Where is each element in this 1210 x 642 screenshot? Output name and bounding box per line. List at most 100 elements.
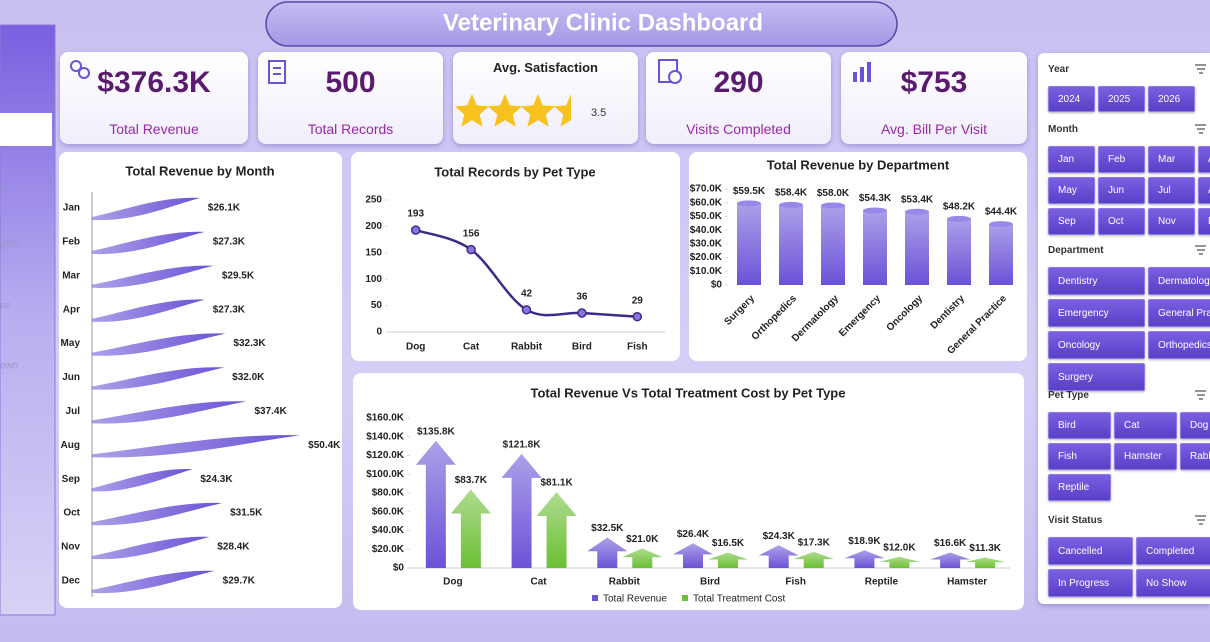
slicer-button[interactable]: No Show [1136,569,1210,597]
slicer-button[interactable]: Jul [1148,177,1195,204]
legend-label: Total Revenue [603,594,667,605]
arrow-bar [673,543,713,568]
slicer-button[interactable]: Cancelled [1048,537,1133,565]
slicer-button[interactable]: Nov [1148,208,1195,235]
star [553,94,571,127]
sidebar-item: own [0,361,18,372]
y-tick-label: $140.0K [366,431,405,442]
data-label: $32.3K [233,338,266,349]
slicer-button[interactable]: Rabbit [1180,443,1210,470]
slicer-button[interactable]: General Practice [1148,299,1210,327]
y-tick-label: $160.0K [366,413,405,424]
y-tick-label: Aug [61,440,80,451]
point [577,308,587,318]
star [520,94,556,127]
cylinder-cap [905,208,929,215]
slicer-button[interactable]: Dermatology [1148,267,1210,295]
slicer-button[interactable]: Jun [1098,177,1145,204]
y-tick-label: $0 [393,563,405,574]
slicer-button[interactable]: Oncology [1048,331,1145,359]
data-label: $24.3K [200,474,233,485]
slicer-button[interactable]: Dec [1198,208,1210,235]
slicer-button[interactable]: Dentistry [1048,267,1145,295]
slicer-button[interactable]: Jan [1048,146,1095,173]
cylinder-bar [863,210,887,285]
slicer-button[interactable]: Orthopedics [1148,331,1210,359]
y-tick-label: 100 [365,274,382,285]
slicer-button[interactable]: Bird [1048,412,1111,439]
cylinder-bar [905,211,929,285]
chart-frame [351,152,680,361]
data-label: $17.3K [798,537,831,548]
clear-filter-icon[interactable] [1194,63,1210,77]
y-tick-label: $20.0K [690,252,723,263]
chart-title: Total Records by Pet Type [434,164,595,179]
data-label: $32.0K [232,372,265,383]
cylinder-cap [989,221,1013,228]
slicer-button[interactable]: May [1048,177,1095,204]
x-tick-label: Rabbit [609,577,641,588]
legend-swatch [592,595,598,601]
clear-filter-icon[interactable] [1194,244,1210,258]
kpi-label: Total Records [307,121,394,137]
slicer-button[interactable]: 2025 [1098,86,1145,112]
slicer-button[interactable]: Sep [1048,208,1095,235]
wave-bar [92,502,223,526]
data-label: $26.4K [677,529,710,540]
slicer-button[interactable]: 2026 [1148,86,1195,112]
point [632,311,643,322]
slicer-button[interactable]: Hamster [1114,443,1177,470]
arrow-bar [708,552,748,568]
data-label: $58.4K [775,188,808,199]
data-label: $27.3K [213,237,246,248]
slicer-button[interactable]: Surgery [1048,363,1145,391]
arrow-bar [501,453,542,568]
data-label: $81.1K [540,478,573,489]
clear-filter-icon[interactable] [1194,514,1210,528]
y-tick-label: $70.0K [690,184,723,195]
chart-title: Total Revenue by Department [767,157,950,172]
slicer: Year 2024 2025 2026 [1048,62,1210,116]
arrow-bar [930,552,971,568]
sidebar-active-item [0,113,52,146]
y-tick-label: $80.0K [372,488,405,499]
kpi-label: Avg. Satisfaction [493,60,598,75]
kpi-value: $376.3K [97,66,211,99]
slicer-button[interactable]: Aug [1198,177,1210,204]
clear-filter-icon[interactable] [1194,123,1210,137]
slicer-button[interactable]: Dog [1180,412,1210,439]
y-tick-label: Sep [62,474,80,485]
cylinder-cap [821,202,845,209]
point [410,225,421,235]
slicer-title: Pet Type [1048,390,1089,401]
slicer-button[interactable]: Oct [1098,208,1145,235]
clear-filter-icon[interactable] [1194,389,1210,403]
slicer-button[interactable]: 2024 [1048,86,1095,112]
slicer-button[interactable]: Reptile [1048,474,1111,501]
slicer-button[interactable]: Apr [1198,146,1210,173]
arrow-bar [622,548,663,568]
data-label: 42 [521,288,533,299]
cylinder-bar [779,204,803,285]
slicer-button[interactable]: Emergency [1048,299,1145,327]
slicer-buttons: Cancelled Completed In Progress No Show [1048,537,1210,601]
y-tick-label: $10.0K [690,266,723,277]
chart-frame [689,152,1027,361]
point [521,305,532,315]
slicer-button[interactable]: Cat [1114,412,1177,439]
slicer-button[interactable]: Feb [1098,146,1145,173]
y-tick-label: 200 [365,221,382,232]
slicer-button[interactable]: Mar [1148,146,1195,173]
data-label: 36 [576,292,588,303]
data-label: $27.3K [213,304,246,315]
slicer-button[interactable]: Completed [1136,537,1210,565]
x-tick-label: Dog [443,577,462,588]
slicer-button[interactable]: In Progress [1048,569,1133,597]
slicer-button[interactable]: Fish [1048,443,1111,470]
data-label: $54.3K [859,193,892,204]
wave-bar [92,401,247,424]
data-label: $59.5K [733,186,766,197]
